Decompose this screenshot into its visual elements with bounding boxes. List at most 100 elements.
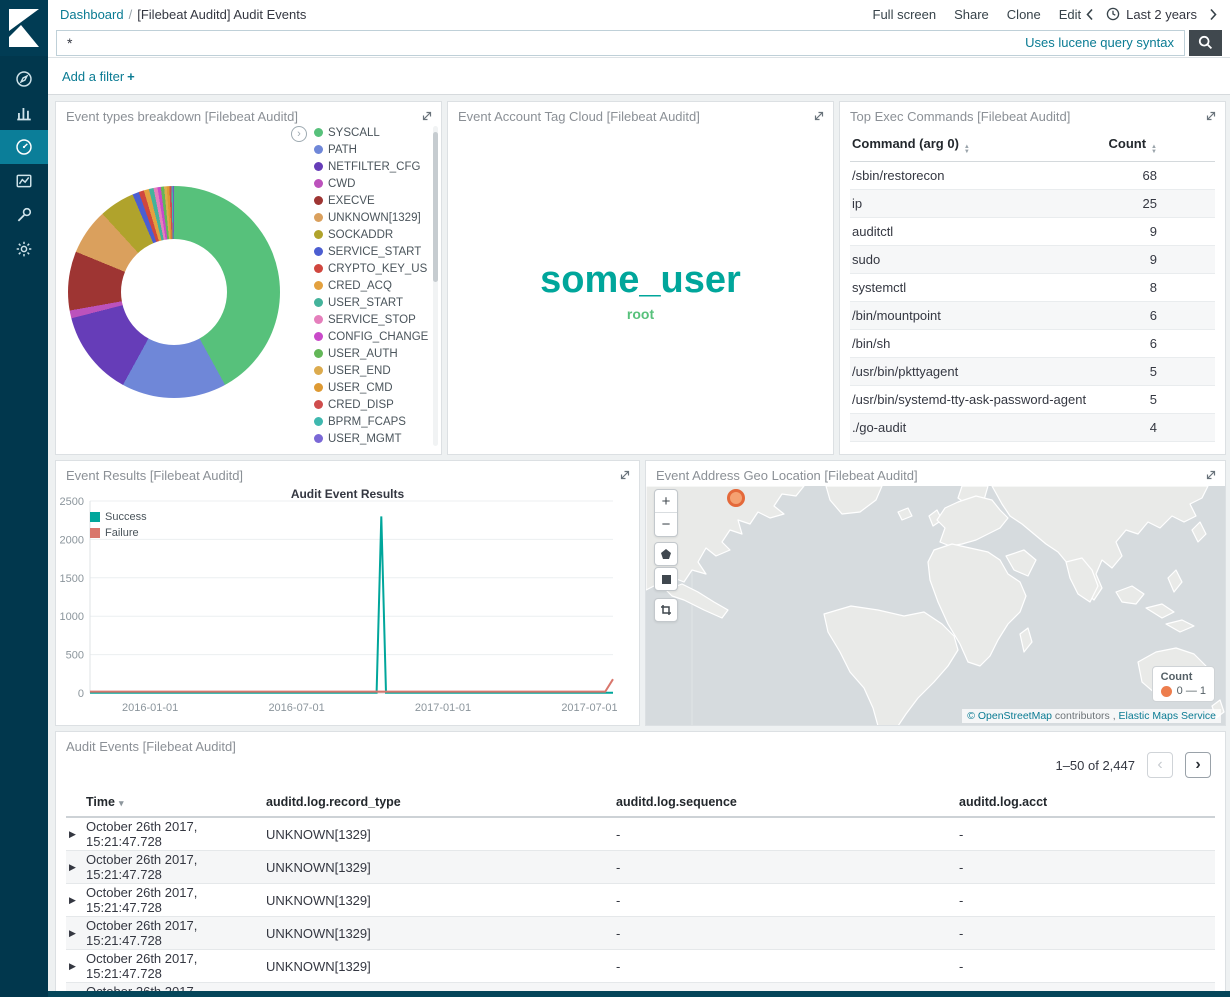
column-header-count[interactable]: Count ▲ ▼ [1108, 136, 1158, 155]
legend-label: USER_END [328, 364, 391, 377]
sidebar-item-visualize[interactable] [0, 96, 48, 130]
legend-item-EXECVE[interactable]: EXECVE [314, 192, 428, 209]
legend-item-CRED_DISP[interactable]: CRED_DISP [314, 396, 428, 413]
legend-item-CRED_ACQ[interactable]: CRED_ACQ [314, 277, 428, 294]
legend-item-SYSCALL[interactable]: SYSCALL [314, 124, 428, 141]
nav-action-clone[interactable]: Clone [1006, 6, 1041, 22]
sort-icon[interactable]: ▲ ▼ [963, 144, 970, 155]
sidebar-item-dev-tools[interactable] [0, 198, 48, 232]
column-header-record-type[interactable]: auditd.log.record_type [266, 795, 401, 809]
legend-item-USER_AUTH[interactable]: USER_AUTH [314, 345, 428, 362]
legend-item-CWD[interactable]: CWD [314, 175, 428, 192]
count-cell: 6 [1149, 336, 1157, 351]
expand-panel-icon[interactable] [619, 469, 631, 481]
command-cell: /usr/bin/systemd-tty-ask-password-agent [852, 392, 1087, 407]
legend-label: USER_CMD [328, 381, 393, 394]
legend-scrollbar-thumb[interactable] [433, 132, 438, 282]
expand-panel-icon[interactable] [813, 110, 825, 122]
kibana-logo-icon [9, 9, 39, 47]
legend-item-CRYPTO_KEY_USER[interactable]: CRYPTO_KEY_USER [314, 260, 428, 277]
legend-dot-icon [314, 366, 323, 375]
svg-text:2016-07-01: 2016-07-01 [268, 702, 324, 714]
zoom-out-button[interactable]: − [661, 516, 671, 533]
breadcrumb-separator: / [128, 6, 133, 22]
expand-panel-icon[interactable] [421, 110, 433, 122]
sidebar-item-timelion[interactable] [0, 164, 48, 198]
legend-item-SERVICE_STOP[interactable]: SERVICE_STOP [314, 311, 428, 328]
time-step-back-button[interactable] [1085, 8, 1094, 21]
audit-cell: - [616, 859, 621, 875]
world-map[interactable]: + − Count 0 — 1 © OpenStreetMap contribu… [646, 486, 1225, 725]
crop-bounds-button[interactable] [654, 598, 678, 622]
legend-item-PATH[interactable]: PATH [314, 141, 428, 158]
legend-item-SOCKADDR[interactable]: SOCKADDR [314, 226, 428, 243]
column-header-acct[interactable]: auditd.log.acct [959, 795, 1048, 809]
legend-item-USER_MGMT[interactable]: USER_MGMT [314, 430, 428, 447]
legend-item-UNKNOWN[1329][interactable]: UNKNOWN[1329] [314, 209, 428, 226]
world-map-svg [646, 486, 1225, 725]
next-page-button[interactable]: › [1185, 752, 1211, 778]
nav-action-full-screen[interactable]: Full screen [872, 6, 937, 22]
tag-root[interactable]: root [626, 306, 655, 322]
draw-polygon-button[interactable] [654, 542, 678, 566]
row-expand-icon[interactable]: ▶ [69, 828, 76, 839]
legend-item-USER_CMD[interactable]: USER_CMD [314, 379, 428, 396]
zoom-in-button[interactable]: + [655, 490, 677, 513]
audit-events-table: Time ▾ auditd.log.record_type auditd.log.… [66, 788, 1215, 996]
tag-some_user[interactable]: some_user [540, 259, 741, 301]
legend-swatch [90, 512, 100, 522]
sort-icon[interactable]: ▲ ▼ [1151, 144, 1157, 155]
sidebar-item-discover[interactable] [0, 62, 48, 96]
query-input[interactable] [67, 34, 1026, 51]
elastic-maps-link[interactable]: Elastic Maps Service [1118, 710, 1216, 722]
expand-panel-icon[interactable] [1205, 469, 1217, 481]
breadcrumb-dashboard-link[interactable]: Dashboard [60, 6, 124, 22]
draw-rectangle-button[interactable] [654, 567, 678, 591]
legend-label: CWD [328, 177, 356, 190]
donut-chart[interactable] [68, 186, 280, 398]
legend-item-success[interactable]: Success [90, 509, 147, 525]
sidebar-item-dashboard[interactable] [0, 130, 48, 164]
geo-point-marker[interactable] [726, 489, 745, 507]
nav-action-edit[interactable]: Edit [1058, 6, 1082, 22]
openstreetmap-link[interactable]: © OpenStreetMap [967, 710, 1052, 722]
legend-item-USER_END[interactable]: USER_END [314, 362, 428, 379]
nav-actions: Full screen Share Clone Edit [873, 7, 1082, 22]
nav-action-share[interactable]: Share [954, 6, 989, 22]
legend-item-CONFIG_CHANGE[interactable]: CONFIG_CHANGE [314, 328, 428, 345]
top-exec-table: Command (arg 0) ▲ ▼ Count ▲ ▼ /sbin/restorec… [850, 130, 1215, 442]
legend-collapse-button[interactable]: › [291, 126, 307, 142]
sidebar-item-management[interactable] [0, 232, 48, 266]
time-step-forward-button[interactable] [1209, 8, 1218, 21]
expand-panel-icon[interactable] [1205, 110, 1217, 122]
table-row: /usr/bin/pkttyagent 5 [850, 358, 1215, 386]
zoom-controls: + − [654, 489, 678, 537]
column-header-command[interactable]: Command (arg 0) ▲ ▼ [852, 136, 970, 155]
search-button[interactable] [1189, 29, 1222, 56]
row-expand-icon[interactable]: ▶ [69, 861, 76, 872]
column-header-time[interactable]: Time ▾ [86, 795, 124, 809]
legend-item-CRYPTO_SESSION[interactable]: CRYPTO_SESSION [314, 447, 428, 448]
row-expand-icon[interactable]: ▶ [69, 960, 76, 971]
legend-item-NETFILTER_CFG[interactable]: NETFILTER_CFG [314, 158, 428, 175]
time-picker[interactable]: Last 2 years [1106, 7, 1197, 22]
add-filter-button[interactable]: Add a filter + [62, 69, 135, 84]
legend-item-SERVICE_START[interactable]: SERVICE_START [314, 243, 428, 260]
legend-item-failure[interactable]: Failure [90, 525, 147, 541]
previous-page-button[interactable]: ‹ [1147, 752, 1173, 778]
audit-table-row: ▶ October 26th 2017, 15:21:47.728 UNKNOWN[… [66, 950, 1215, 983]
table-row: /bin/sh 6 [850, 330, 1215, 358]
row-expand-icon[interactable]: ▶ [69, 927, 76, 938]
command-cell: ./go-audit [852, 420, 907, 435]
sidebar-nav [0, 62, 48, 266]
legend-dot-icon [314, 128, 323, 137]
column-header-sequence[interactable]: auditd.log.sequence [616, 795, 737, 809]
lucene-syntax-link[interactable]: Uses lucene query syntax [1025, 35, 1174, 50]
kibana-logo[interactable] [0, 0, 48, 56]
row-expand-icon[interactable]: ▶ [69, 894, 76, 905]
panel-title: Audit Events [Filebeat Auditd] [66, 739, 236, 754]
audit-cell: - [959, 958, 964, 974]
legend-item-USER_START[interactable]: USER_START [314, 294, 428, 311]
panel-tag-cloud: Event Account Tag Cloud [Filebeat Auditd… [447, 101, 834, 455]
legend-item-BPRM_FCAPS[interactable]: BPRM_FCAPS [314, 413, 428, 430]
